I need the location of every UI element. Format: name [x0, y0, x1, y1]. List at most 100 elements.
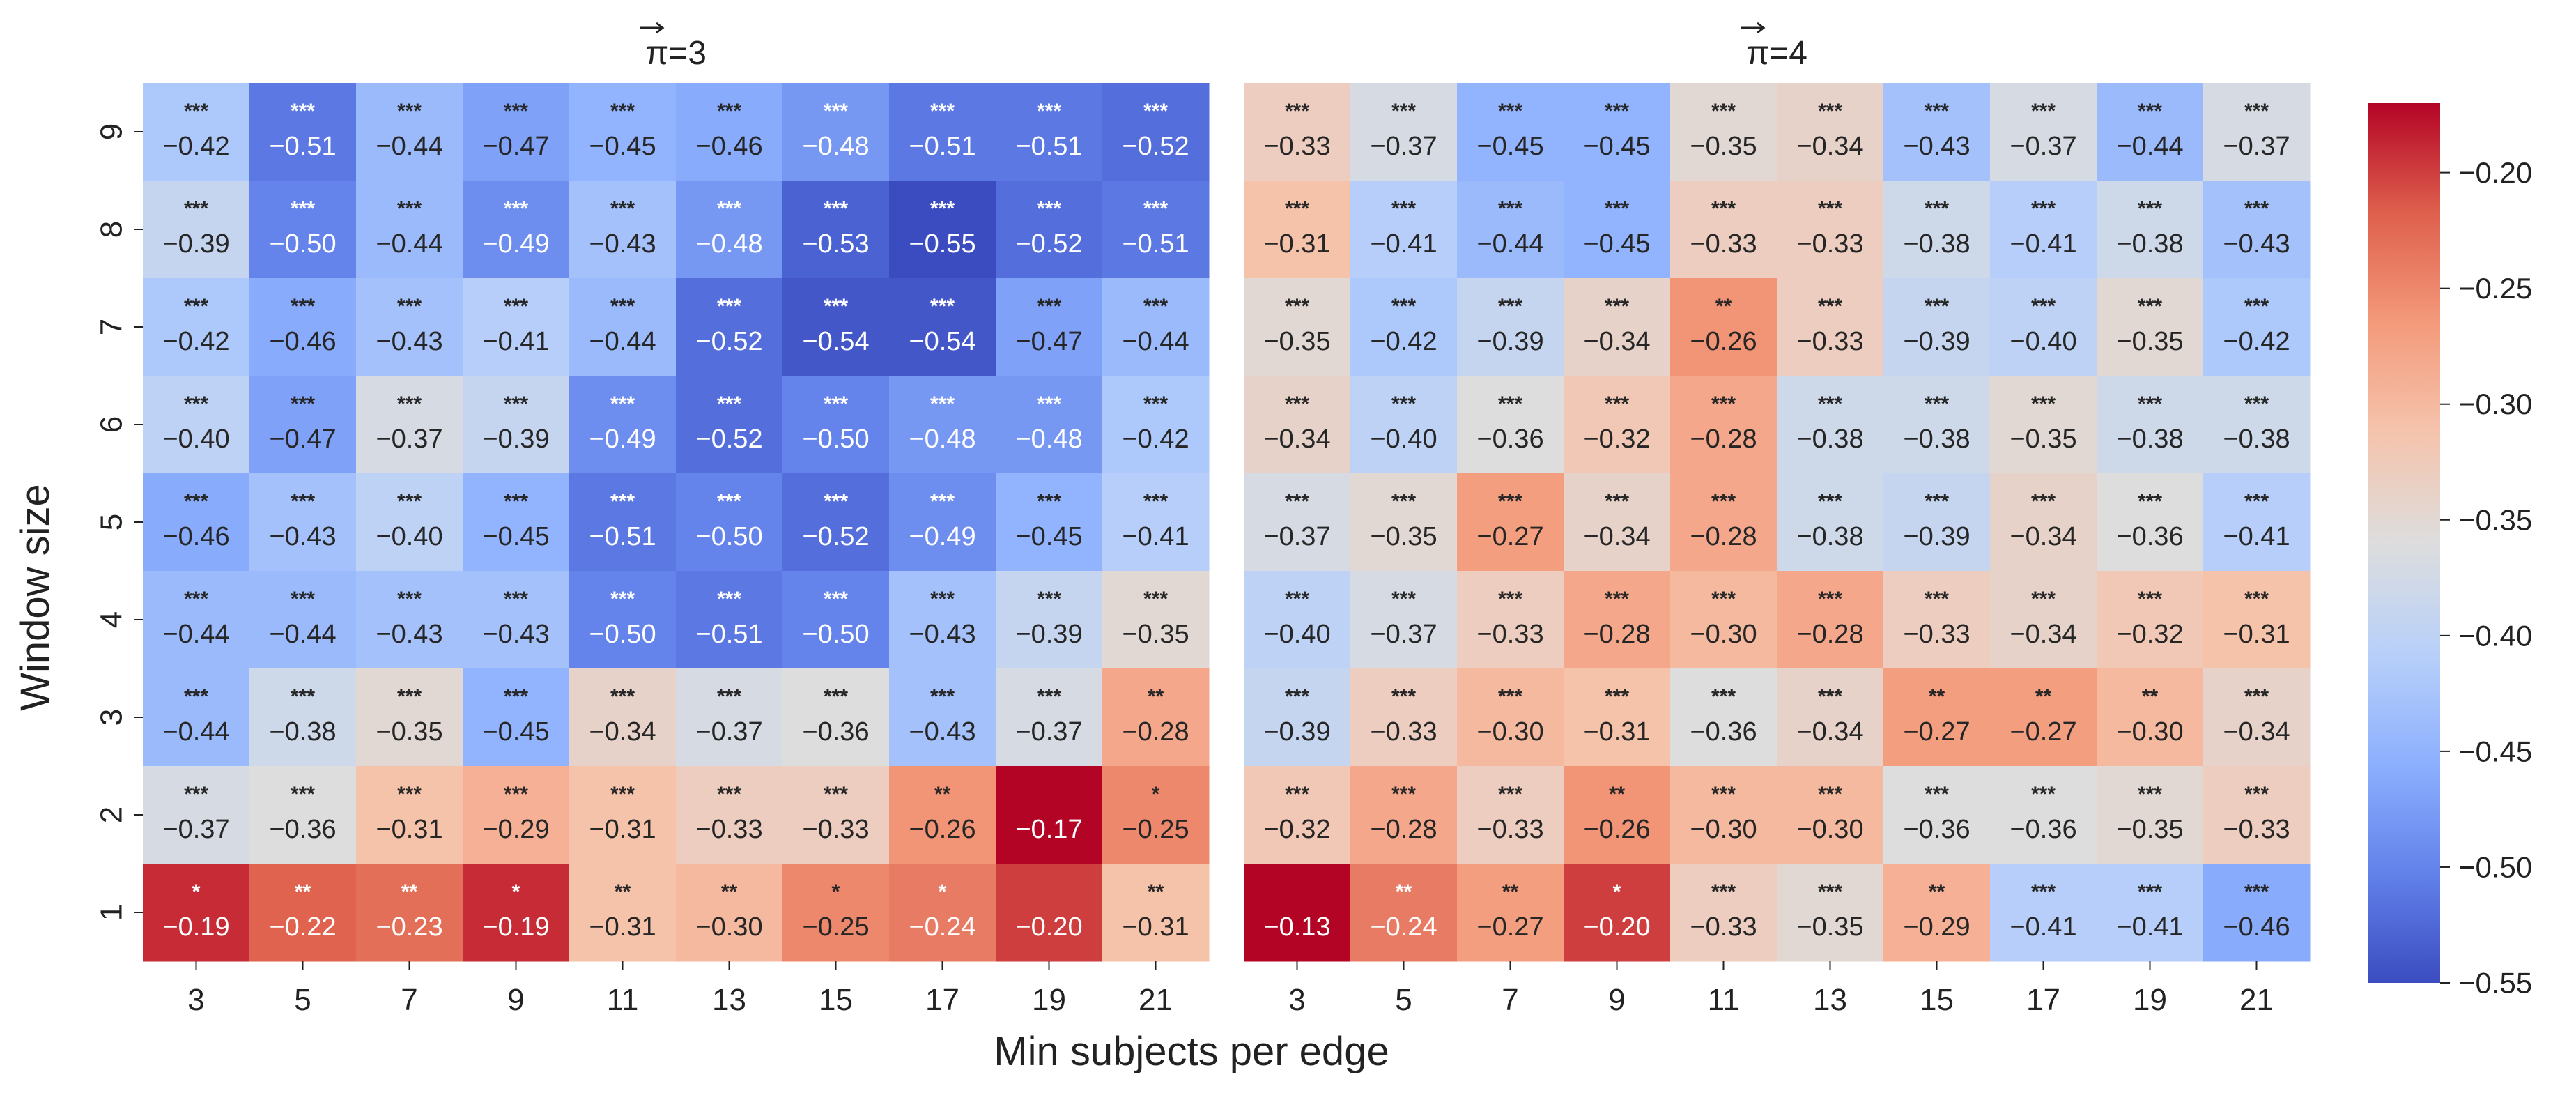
heatmap-cell-fill — [996, 766, 1103, 864]
heatmap-cell-fill — [356, 473, 463, 572]
cell-value-label: −0.25 — [802, 912, 869, 942]
heatmap-cell-fill — [676, 278, 783, 376]
heatmap-cell: *** −0.37 — [1244, 473, 1351, 572]
heatmap-cell-fill — [1777, 376, 1884, 474]
significance-stars: *** — [1037, 588, 1061, 611]
cell-value-label: −0.29 — [1903, 912, 1970, 942]
heatmap-cell-fill — [249, 278, 357, 376]
cell-value-label: −0.50 — [802, 425, 869, 454]
significance-stars: *** — [824, 295, 848, 318]
significance-stars: *** — [1285, 783, 1309, 806]
significance-stars: *** — [184, 392, 208, 415]
heatmap-cell: *** −0.38 — [2097, 181, 2204, 279]
significance-stars: *** — [1818, 392, 1842, 415]
significance-stars: *** — [2031, 100, 2056, 123]
heatmap-cell: *** −0.35 — [1102, 571, 1210, 669]
cell-value-label: −0.31 — [1583, 717, 1650, 747]
heatmap-cell-fill — [1777, 278, 1884, 376]
cell-value-label: −0.34 — [1796, 717, 1863, 747]
heatmap-cell-fill — [1244, 668, 1351, 767]
cell-value-label: −0.40 — [376, 522, 442, 551]
heatmap-cell: ** −0.26 — [1564, 766, 1671, 864]
cell-value-label: −0.49 — [482, 229, 549, 259]
heatmap-cell-fill — [1670, 571, 1777, 669]
significance-stars: *** — [1605, 490, 1629, 513]
heatmap-cell: *** −0.43 — [889, 571, 996, 669]
cell-value-label: −0.36 — [2116, 522, 2183, 551]
significance-stars: *** — [291, 100, 315, 123]
heatmap-cell: *** −0.28 — [1670, 376, 1777, 474]
cell-value-label: −0.23 — [376, 912, 442, 942]
heatmap-cell: *** −0.33 — [1777, 181, 1884, 279]
heatmap-cell: *** −0.35 — [1244, 278, 1351, 376]
pi-vector-arrow-icon — [1741, 22, 1766, 34]
cell-value-label: −0.36 — [269, 815, 336, 844]
x-tick-label: 15 — [819, 983, 853, 1017]
cell-value-label: −0.51 — [1015, 132, 1082, 161]
significance-stars: *** — [2138, 588, 2162, 611]
x-tick-label: 13 — [712, 983, 746, 1017]
heatmap-cell: *** −0.30 — [1777, 766, 1884, 864]
heatmap-cell-fill — [1564, 864, 1671, 962]
cell-value-label: −0.45 — [482, 522, 549, 551]
heatmap-cell: *** −0.46 — [2203, 864, 2311, 962]
heatmap-cell: *** −0.42 — [2203, 278, 2311, 376]
heatmap-cell-fill — [1670, 668, 1777, 767]
cell-value-label: −0.33 — [1690, 229, 1757, 259]
heatmap-cell-fill — [569, 83, 677, 181]
cell-value-label: −0.26 — [1690, 327, 1757, 356]
colorbar-tick-label: −0.40 — [2458, 619, 2532, 652]
heatmap-cell-fill — [1670, 83, 1777, 181]
heatmap-cell: * −0.20 — [1564, 864, 1671, 962]
cell-value-label: −0.37 — [1370, 132, 1437, 161]
heatmap-cell-fill — [569, 473, 677, 572]
heatmap-cell: *** −0.33 — [1777, 278, 1884, 376]
significance-stars: *** — [184, 490, 208, 513]
heatmap-cell: *** −0.52 — [1102, 83, 1210, 181]
heatmap-cell-fill — [143, 473, 250, 572]
heatmap-cell-fill — [1102, 668, 1210, 767]
heatmap-cell: *** −0.44 — [356, 181, 463, 279]
heatmap-cell: *** −0.48 — [889, 376, 996, 474]
heatmap-cell-fill — [1883, 83, 1991, 181]
significance-stars: *** — [930, 588, 955, 611]
colorbar-tick-label: −0.30 — [2458, 388, 2532, 420]
heatmap-cell: *** −0.35 — [2097, 766, 2204, 864]
cell-value-label: −0.41 — [1370, 229, 1437, 259]
heatmap-cell-fill — [1777, 181, 1884, 279]
heatmap-cell-fill — [1883, 278, 1991, 376]
heatmap-cell: ** −0.22 — [249, 864, 357, 962]
significance-stars: *** — [1498, 392, 1522, 415]
significance-stars: *** — [1925, 100, 1949, 123]
significance-stars: *** — [1818, 880, 1842, 903]
heatmap-cell: *** −0.46 — [676, 83, 783, 181]
significance-stars: *** — [2031, 490, 2056, 513]
heatmap-cell-fill — [1564, 766, 1671, 864]
heatmap-cell: *** −0.39 — [143, 181, 250, 279]
heatmap-cell: *** −0.43 — [569, 181, 677, 279]
significance-stars: *** — [2244, 100, 2269, 123]
significance-stars: * — [1152, 783, 1160, 806]
heatmap-cell-fill — [463, 83, 570, 181]
heatmap-cell-fill — [1564, 376, 1671, 474]
significance-stars: *** — [717, 197, 741, 220]
significance-stars: *** — [610, 490, 635, 513]
significance-stars: ** — [1502, 880, 1519, 903]
cell-value-label: −0.42 — [162, 327, 229, 356]
cell-value-label: −0.38 — [2116, 425, 2183, 454]
heatmap-cell: *** −0.34 — [1990, 571, 2097, 669]
cell-value-label: −0.27 — [1476, 522, 1543, 551]
heatmap-cell: *** −0.36 — [1883, 766, 1991, 864]
heatmap-cell: *** −0.34 — [1990, 473, 2097, 572]
heatmap-cell: * −0.24 — [889, 864, 996, 962]
cell-value-label: −0.35 — [1263, 327, 1330, 356]
x-tick-label: 17 — [2026, 983, 2060, 1017]
significance-stars: *** — [397, 197, 422, 220]
heatmap-cell: *** −0.35 — [1350, 473, 1458, 572]
heatmap-cell: ** −0.29 — [1883, 864, 1991, 962]
heatmap-cell: *** −0.52 — [676, 376, 783, 474]
significance-stars: *** — [291, 295, 315, 318]
significance-stars: *** — [930, 295, 955, 318]
heatmap-cell: *** −0.36 — [1670, 668, 1777, 767]
heatmap-cell: *** −0.39 — [463, 376, 570, 474]
